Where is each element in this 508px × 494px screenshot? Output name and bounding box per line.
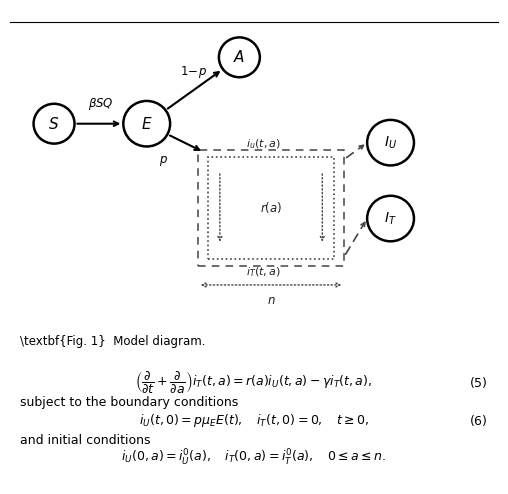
Text: $i_U(0,a)=i_U^0(a),\quad i_T(0,a)=i_T^0(a),\quad 0\leq a\leq n.$: $i_U(0,a)=i_U^0(a),\quad i_T(0,a)=i_T^0(…	[121, 448, 387, 468]
Text: $1\!-\!p$: $1\!-\!p$	[179, 64, 207, 80]
Text: $\left(\dfrac{\partial}{\partial t}+\dfrac{\partial}{\partial a}\right)i_T(t,a)=: $\left(\dfrac{\partial}{\partial t}+\dfr…	[135, 369, 373, 395]
Text: subject to the boundary conditions: subject to the boundary conditions	[20, 396, 238, 409]
Text: $r(a)$: $r(a)$	[260, 201, 282, 215]
Text: $(6)$: $(6)$	[469, 412, 488, 428]
Text: $i_u(t,a)$: $i_u(t,a)$	[246, 137, 281, 151]
Text: \textbf{Fig. 1}  Model diagram.: \textbf{Fig. 1} Model diagram.	[20, 335, 205, 348]
Text: and initial conditions: and initial conditions	[20, 434, 150, 447]
Text: $i_T(t,a)$: $i_T(t,a)$	[246, 265, 281, 279]
Text: $I_T$: $I_T$	[384, 210, 397, 227]
Text: $n$: $n$	[267, 294, 275, 307]
Text: $i_U(t,0)=p\mu_E E(t),\quad i_T(t,0)=0,\quad t\geq 0,$: $i_U(t,0)=p\mu_E E(t),\quad i_T(t,0)=0,\…	[139, 412, 369, 429]
Bar	[198, 150, 344, 266]
Text: $(5)$: $(5)$	[469, 374, 488, 390]
Text: $I_U$: $I_U$	[384, 134, 397, 151]
Bar	[208, 157, 334, 259]
Text: $S$: $S$	[48, 116, 59, 132]
Text: $\beta SQ$: $\beta SQ$	[87, 96, 113, 112]
Text: $E$: $E$	[141, 116, 152, 132]
Text: $A$: $A$	[233, 49, 245, 65]
Text: $p$: $p$	[160, 154, 168, 167]
